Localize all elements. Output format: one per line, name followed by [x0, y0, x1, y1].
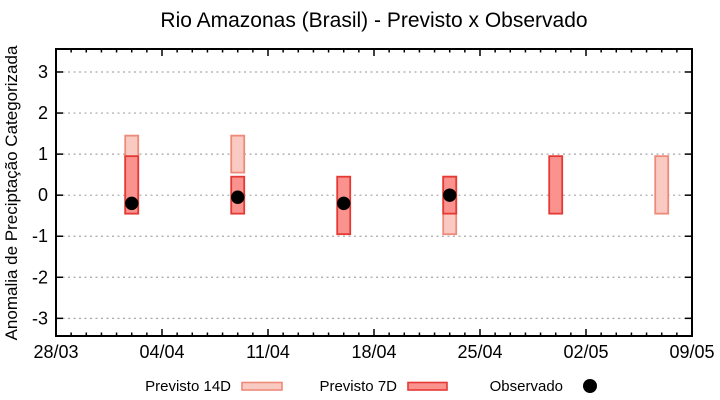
- x-tick-label-11-04: 11/04: [246, 342, 290, 362]
- x-tick-label-02-05: 02/05: [563, 342, 608, 362]
- x-tick-label-04-04: 04/04: [139, 342, 184, 362]
- legend-marker-observado-dot: [583, 379, 597, 393]
- legend-swatch-previsto-7d: [408, 382, 447, 390]
- observado-point-16-04: [337, 196, 351, 211]
- legend-label-previsto-7d: Previsto 7D: [319, 378, 397, 395]
- y-tick-label-0: 0: [38, 185, 48, 205]
- y-tick-label-2: 2: [38, 103, 48, 123]
- y-tick-label-1: 1: [38, 144, 48, 164]
- previsto-7d-bar-30-04: [548, 155, 564, 215]
- legend-swatch-border-previsto-7d: [407, 381, 448, 391]
- legend-label-observado: Observado: [490, 378, 563, 395]
- plot-border: [55, 48, 693, 337]
- plot-area: 28/03 04/04 11/04 18/04 25/04 02/05 09/05 3 2 1 0 -…: [32, 48, 715, 362]
- y-tick-label--3: -3: [32, 308, 48, 328]
- x-tick-label-09-05: 09/05: [669, 342, 714, 362]
- legend-swatch-border-previsto-14d: [241, 381, 283, 391]
- x-tick-label-28-03: 28/03: [33, 342, 78, 362]
- y-tick-label--1: -1: [32, 226, 48, 246]
- y-tick-label-3: 3: [38, 62, 48, 82]
- legend-label-previsto-14d: Previsto 14D: [145, 378, 231, 395]
- chart-title: Rio Amazonas (Brasil) - Previsto x Obser…: [160, 9, 587, 32]
- observado-point-09-04: [231, 190, 245, 204]
- previsto-14d-bar-09-04: [230, 134, 246, 174]
- y-tick-label--2: -2: [32, 267, 48, 287]
- observado-point-02-04: [125, 196, 139, 211]
- chart-legend: Previsto 14D Previsto 7D Observado: [145, 378, 597, 395]
- previsto-14d-bar-07-05: [654, 155, 670, 215]
- observado-point-23-04: [443, 188, 457, 202]
- y-axis-label: Anomalia de Preciptação Categorizada: [2, 45, 21, 340]
- x-tick-label-18-04: 18/04: [351, 342, 396, 362]
- legend-swatch-previsto-14d: [242, 382, 282, 390]
- x-tick-label-25-04: 25/04: [457, 342, 502, 362]
